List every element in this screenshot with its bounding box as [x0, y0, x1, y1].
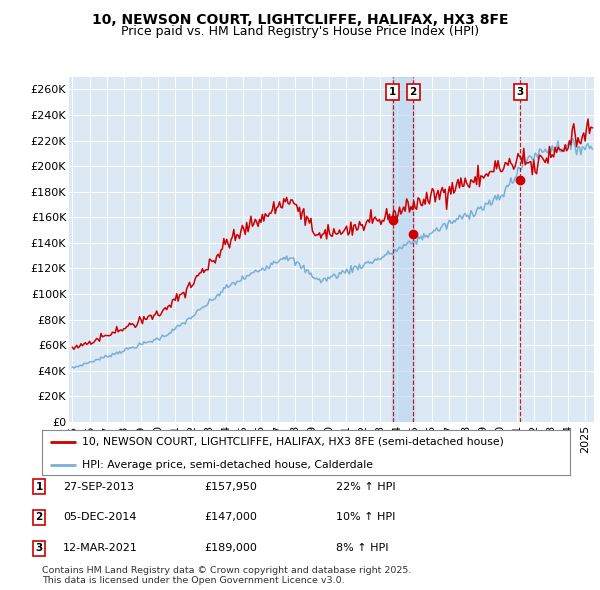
Text: £147,000: £147,000 [204, 513, 257, 522]
Text: £189,000: £189,000 [204, 543, 257, 553]
Bar [392, 77, 414, 422]
Text: 1: 1 [389, 87, 397, 97]
Text: HPI: Average price, semi-detached house, Calderdale: HPI: Average price, semi-detached house,… [82, 460, 373, 470]
Text: Price paid vs. HM Land Registry's House Price Index (HPI): Price paid vs. HM Land Registry's House … [121, 25, 479, 38]
Text: 10% ↑ HPI: 10% ↑ HPI [336, 513, 395, 522]
Bar [392, 77, 414, 422]
Text: 12-MAR-2021: 12-MAR-2021 [63, 543, 138, 553]
Text: 3: 3 [517, 87, 524, 97]
Text: 10, NEWSON COURT, LIGHTCLIFFE, HALIFAX, HX3 8FE (semi-detached house): 10, NEWSON COURT, LIGHTCLIFFE, HALIFAX, … [82, 437, 503, 447]
Text: Contains HM Land Registry data © Crown copyright and database right 2025.
This d: Contains HM Land Registry data © Crown c… [42, 566, 412, 585]
Text: 1: 1 [35, 482, 43, 491]
Text: 8% ↑ HPI: 8% ↑ HPI [336, 543, 389, 553]
Text: 10, NEWSON COURT, LIGHTCLIFFE, HALIFAX, HX3 8FE: 10, NEWSON COURT, LIGHTCLIFFE, HALIFAX, … [92, 13, 508, 27]
Text: £157,950: £157,950 [204, 482, 257, 491]
Text: 22% ↑ HPI: 22% ↑ HPI [336, 482, 395, 491]
Text: 2: 2 [409, 87, 416, 97]
Text: 2: 2 [35, 513, 43, 522]
Text: 05-DEC-2014: 05-DEC-2014 [63, 513, 137, 522]
Text: 27-SEP-2013: 27-SEP-2013 [63, 482, 134, 491]
Text: 3: 3 [35, 543, 43, 553]
